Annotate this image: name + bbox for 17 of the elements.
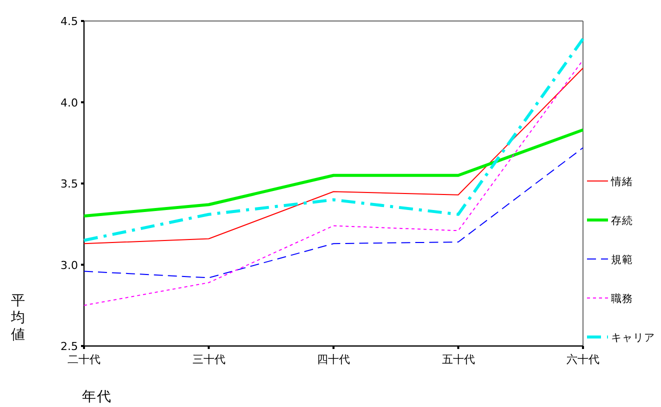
y-tick-label: 3.0 [60, 258, 78, 272]
legend-label: 情緒 [610, 175, 633, 188]
x-tick-label: 二十代 [68, 353, 100, 366]
x-axis-title: 年代 [82, 389, 112, 405]
legend-label: 存続 [611, 215, 633, 227]
y-tick-label: 2.5 [60, 340, 78, 353]
legend-label: 職務 [611, 292, 633, 305]
x-tick-label: 五十代 [442, 353, 475, 366]
y-tick-label: 4.5 [60, 15, 78, 28]
x-tick-label: 三十代 [192, 353, 226, 366]
x-tick-label: 四十代 [317, 353, 350, 366]
y-tick-label: 4.0 [60, 96, 78, 110]
x-tick-label: 六十代 [566, 353, 600, 366]
y-tick-label: 3.5 [60, 178, 78, 190]
y-axis-title: 平均値 [10, 293, 25, 343]
legend-label: キャリア [611, 332, 655, 344]
legend-label: 規範 [611, 254, 633, 266]
